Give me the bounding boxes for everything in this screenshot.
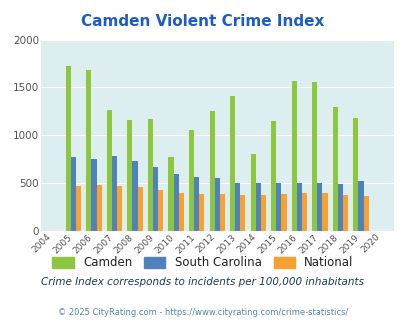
Bar [127,120,132,231]
Bar [178,193,183,231]
Bar [168,157,173,231]
Bar [275,183,281,231]
Text: Crime Index corresponds to incidents per 100,000 inhabitants: Crime Index corresponds to incidents per… [41,278,364,287]
Bar [66,66,71,231]
Bar [342,195,347,231]
Bar [296,183,301,231]
Bar [158,190,163,231]
Bar [240,195,245,231]
Bar [311,82,317,231]
Bar [271,121,275,231]
Bar [332,107,337,231]
Text: © 2025 CityRating.com - https://www.cityrating.com/crime-statistics/: © 2025 CityRating.com - https://www.city… [58,308,347,317]
Bar [107,110,112,231]
Bar [291,81,296,231]
Bar [153,167,158,231]
Bar [281,194,286,231]
Bar [234,183,240,231]
Bar [219,194,224,231]
Bar [255,183,260,231]
Bar [352,117,358,231]
Legend: Camden, South Carolina, National: Camden, South Carolina, National [47,252,358,274]
Bar [250,154,255,231]
Bar [71,157,76,231]
Bar [214,178,219,231]
Bar [137,187,143,231]
Bar [301,193,306,231]
Bar [117,186,122,231]
Bar [112,156,117,231]
Bar [337,183,342,231]
Bar [322,193,327,231]
Bar [76,186,81,231]
Bar [362,196,368,231]
Bar [317,183,322,231]
Bar [230,96,234,231]
Bar [173,174,178,231]
Bar [86,70,91,231]
Bar [132,161,137,231]
Bar [91,159,96,231]
Bar [96,185,101,231]
Bar [147,118,153,231]
Bar [358,181,362,231]
Bar [209,112,214,231]
Bar [188,130,194,231]
Bar [199,194,204,231]
Text: Camden Violent Crime Index: Camden Violent Crime Index [81,14,324,29]
Bar [260,195,265,231]
Bar [194,177,199,231]
